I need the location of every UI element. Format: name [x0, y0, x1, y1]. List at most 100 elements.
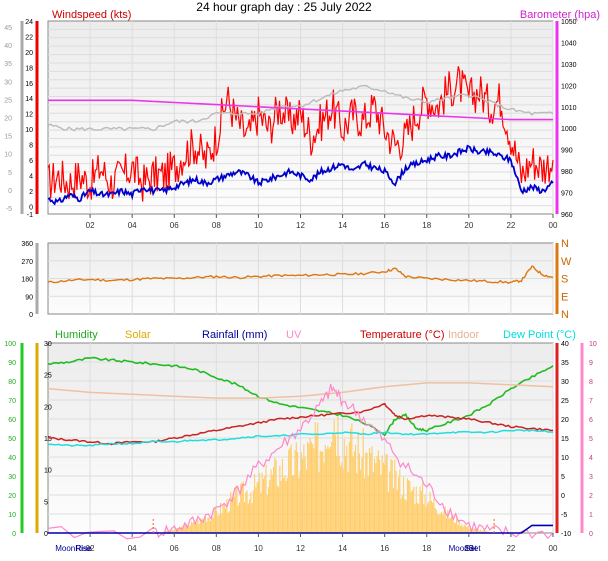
temp-x-tick-label: 08	[212, 544, 221, 553]
wind-x-tick-label: 08	[212, 221, 221, 230]
direction-tick-label: 360	[21, 241, 33, 248]
humidity-tick-label: 70	[8, 398, 16, 405]
uv-tick-label: 4	[589, 455, 593, 462]
uv-tick-label: 7	[589, 398, 593, 405]
barometer-line	[48, 99, 553, 121]
astro-marker-label: MoonRise	[55, 544, 92, 553]
temp-x-tick-label: 00	[549, 544, 558, 553]
humidity-tick-label: 0	[12, 531, 16, 538]
wind-outer-tick-label: 0	[8, 188, 12, 195]
temperature-line	[47, 402, 553, 446]
humidity-tick-label: 30	[8, 474, 16, 481]
direction-tick-label: 90	[25, 294, 33, 301]
uv-tick-label: 0	[589, 531, 593, 538]
wind-tick-label: 24	[25, 19, 33, 26]
humidity-tick-label: 60	[8, 417, 16, 424]
temp-x-tick-label: 02	[86, 544, 95, 553]
wind-x-tick-label: 06	[170, 221, 179, 230]
legend-entry: Solar	[125, 329, 151, 341]
wind-x-tick-label: 18	[422, 221, 431, 230]
astro-marker-label: MoonSet	[449, 544, 482, 553]
temp-tick-label: 5	[561, 474, 565, 481]
uv-tick-label: 9	[589, 360, 593, 367]
wind-tick-label: 10	[25, 127, 33, 134]
legend-entry: UV	[286, 329, 302, 341]
wind-x-tick-label: 10	[254, 221, 263, 230]
solar-tick-label: 0	[44, 531, 48, 538]
temp-tick-label: 10	[561, 455, 569, 462]
solar-tick-label: 30	[44, 341, 52, 348]
wind-tick-label: 0	[29, 204, 33, 211]
humidity-tick-label: 20	[8, 493, 16, 500]
baro-axis-label: Barometer (hpa)	[520, 9, 600, 21]
uv-tick-label: 10	[589, 341, 597, 348]
wind-outer-tick-label: 40	[4, 43, 12, 50]
temp-tick-label: -10	[561, 531, 571, 538]
temp-tick-label: 30	[561, 379, 569, 386]
baro-tick-label: 1030	[561, 62, 577, 69]
direction-tick-label: 270	[21, 259, 33, 266]
dew-point-line	[47, 428, 554, 447]
average-wind-line	[47, 144, 554, 206]
compass-label: N	[561, 309, 569, 321]
wind-outer-tick-label: 30	[4, 79, 12, 86]
highest-gust-line	[47, 84, 554, 132]
wind-tick-label: 20	[25, 50, 33, 57]
legend-entry: Humidity	[55, 329, 98, 341]
wind-outer-tick-label: 25	[4, 97, 12, 104]
wind-tick-label: 4	[29, 173, 33, 180]
humidity-tick-label: 40	[8, 455, 16, 462]
uv-tick-label: 6	[589, 417, 593, 424]
humidity-tick-label: 90	[8, 360, 16, 367]
wind-x-tick-label: 02	[86, 221, 95, 230]
wind-x-tick-label: 00	[549, 221, 558, 230]
legend-entry: Dew Point (°C)	[503, 329, 576, 341]
baro-tick-label: 960	[561, 212, 573, 219]
temp-x-tick-label: 18	[422, 544, 431, 553]
temp-tick-label: 0	[561, 493, 565, 500]
temp-tick-label: 25	[561, 398, 569, 405]
wind-outer-tick-label: 10	[4, 152, 12, 159]
compass-label: S	[561, 274, 568, 286]
wind-outer-tick-label: 5	[8, 170, 12, 177]
wind-axis-label: Windspeed (kts)	[52, 9, 131, 21]
baro-tick-label: 980	[561, 169, 573, 176]
baro-tick-label: 1020	[561, 83, 577, 90]
baro-tick-label: 1050	[561, 19, 577, 26]
baro-tick-label: 990	[561, 148, 573, 155]
direction-tick-label: 0	[29, 312, 33, 319]
wind-x-tick-label: 22	[506, 221, 515, 230]
humidity-tick-label: 100	[4, 341, 16, 348]
wind-outer-tick-label: 15	[4, 134, 12, 141]
uv-tick-label: 2	[589, 493, 593, 500]
temp-x-tick-label: 14	[338, 544, 347, 553]
wind-tick-label: -1	[27, 212, 33, 219]
baro-tick-label: 1010	[561, 105, 577, 112]
wind-tick-label: 14	[25, 96, 33, 103]
baro-tick-label: 1040	[561, 40, 577, 47]
uv-tick-label: 3	[589, 474, 593, 481]
solar-tick-label: 25	[44, 373, 52, 380]
wind-tick-label: 2	[29, 189, 33, 196]
legend-entry: Rainfall (mm)	[202, 329, 267, 341]
wind-tick-label: 18	[25, 65, 33, 72]
compass-label: N	[561, 238, 569, 250]
humidity-tick-label: 80	[8, 379, 16, 386]
solar-tick-label: 20	[44, 404, 52, 411]
compass-label: E	[561, 291, 568, 303]
wind-outer-tick-label: 35	[4, 61, 12, 68]
astro-marker-label: Rise	[76, 544, 93, 553]
uv-tick-label: 1	[589, 512, 593, 519]
humidity-tick-label: 10	[8, 512, 16, 519]
humidity-tick-label: 50	[8, 436, 16, 443]
temp-x-tick-label: 20	[464, 544, 473, 553]
uv-line	[47, 383, 554, 540]
legend-entry: Temperature (°C)	[360, 329, 444, 341]
wind-tick-label: 12	[25, 112, 33, 119]
wind-tick-label: 16	[25, 81, 33, 88]
astro-marker-label: Set	[465, 544, 478, 553]
wind-x-tick-label: 04	[128, 221, 137, 230]
temp-tick-label: -5	[561, 512, 567, 519]
